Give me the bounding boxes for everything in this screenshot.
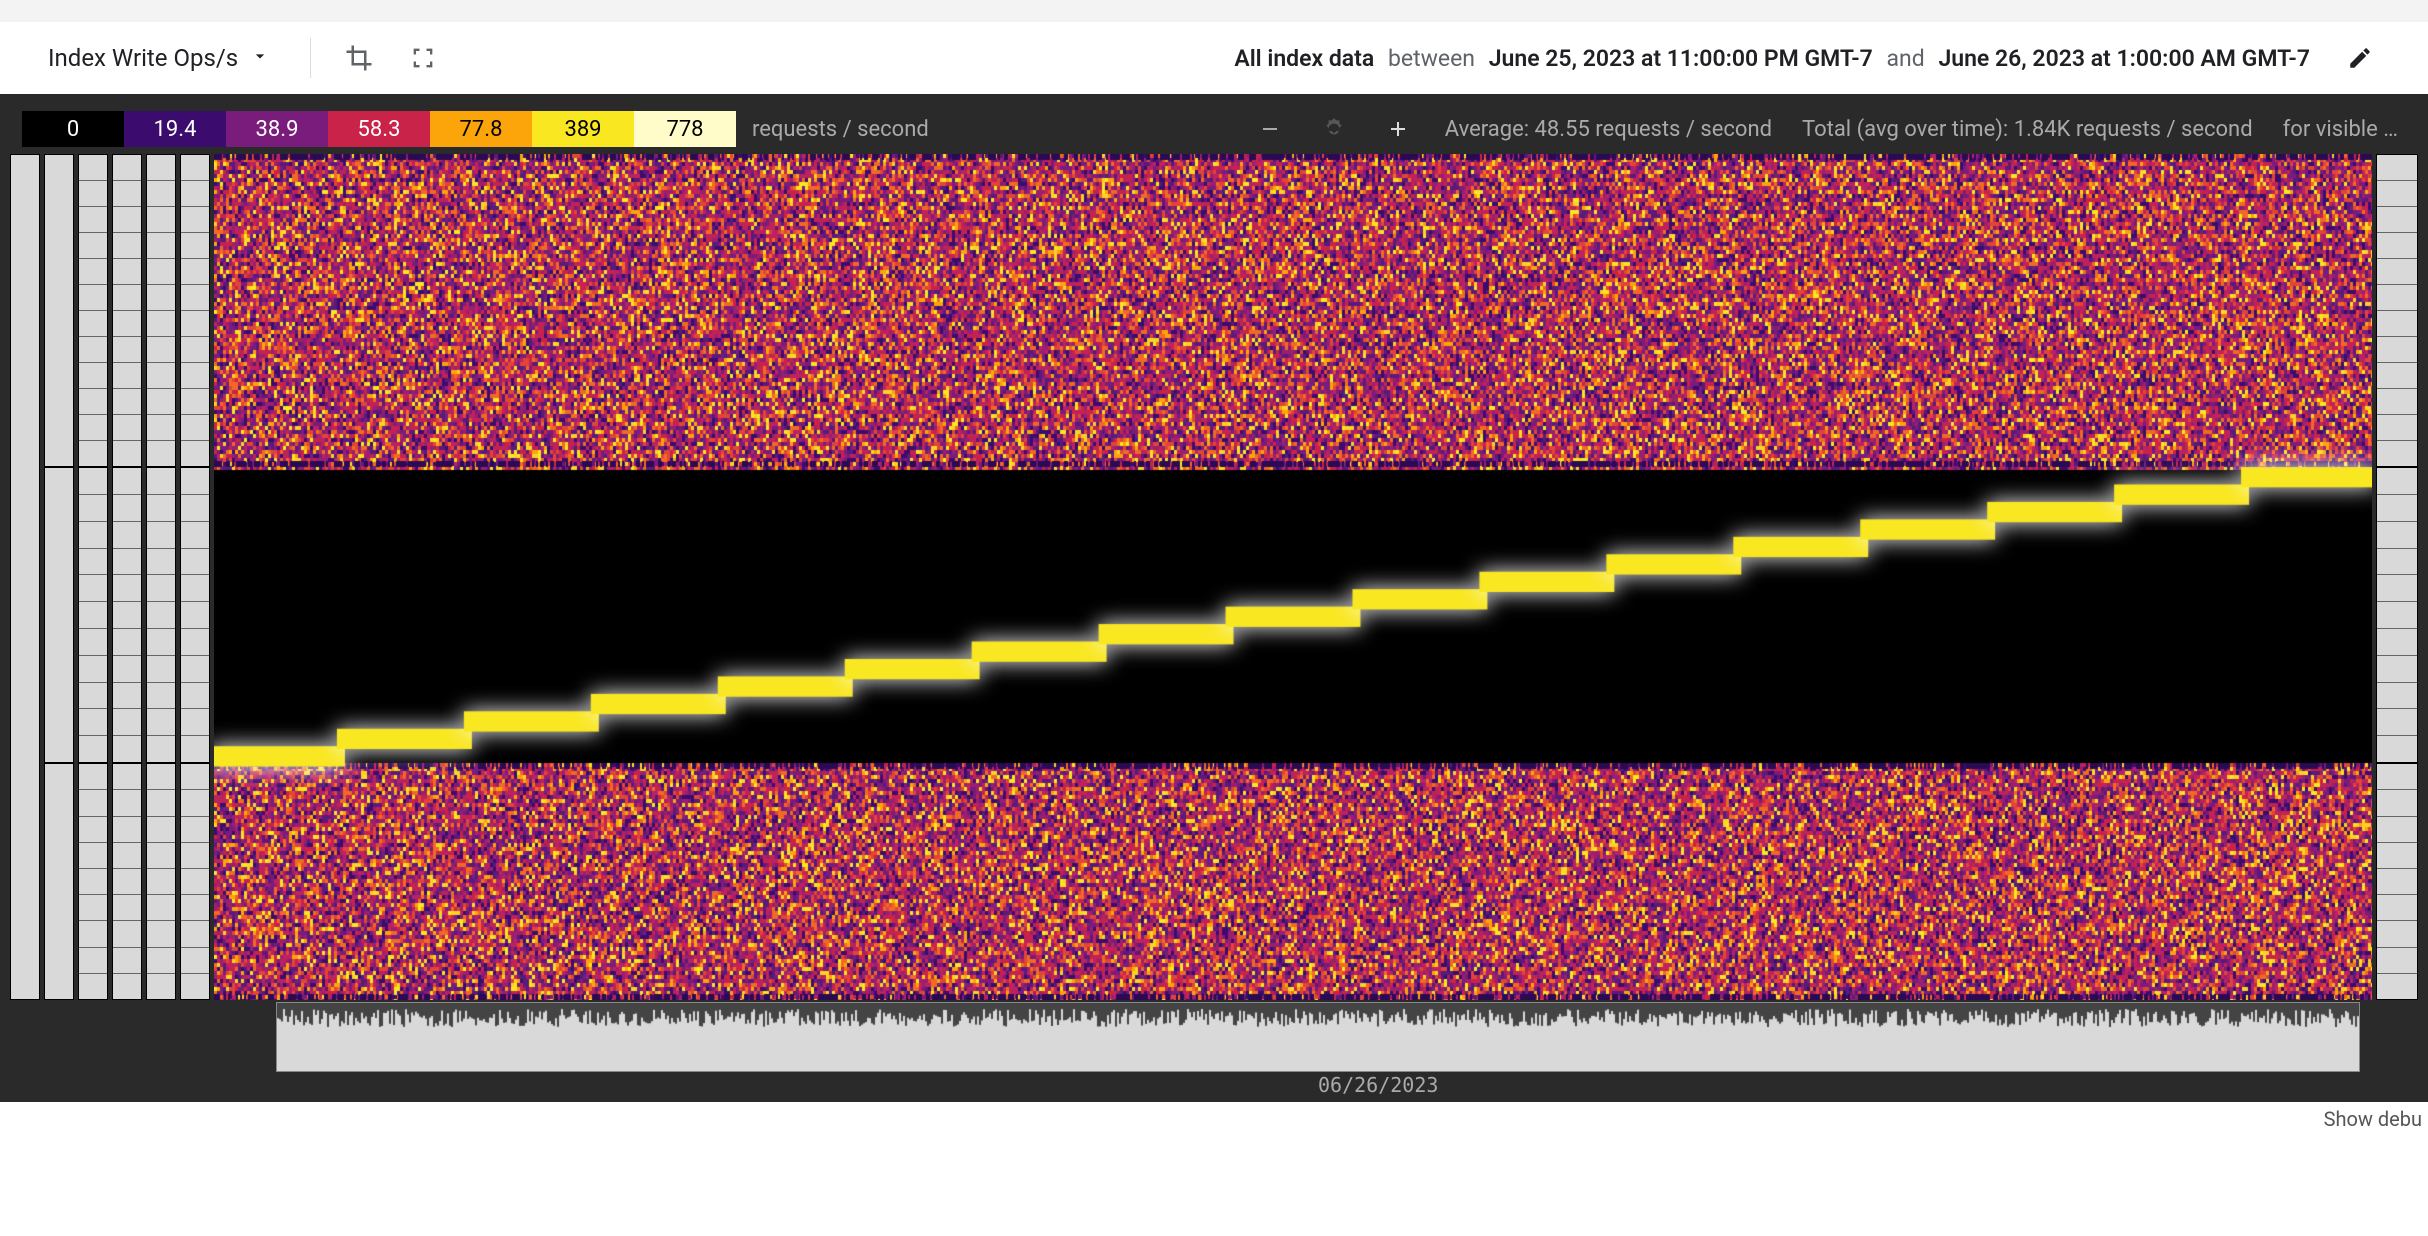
time-brush-track[interactable]: 06/26/2023 — [276, 1002, 2360, 1072]
edit-icon[interactable] — [2340, 38, 2380, 78]
visualization-panel: 0 19.4 38.9 58.3 77.8 389 778 requests /… — [0, 94, 2428, 1102]
zoom-in-icon[interactable] — [1381, 112, 1415, 146]
range-prefix: All index data — [1234, 45, 1374, 72]
legend-bucket-6[interactable]: 778 — [634, 111, 736, 147]
heatmap-canvas — [214, 154, 2372, 1000]
legend-bucket-5[interactable]: 389 — [532, 111, 634, 147]
footer-row: Show debu — [0, 1102, 2428, 1136]
top-grey-bar — [0, 0, 2428, 22]
brightness-icon[interactable] — [1317, 112, 1351, 146]
yaxis-rail-extra3-bot[interactable] — [180, 763, 210, 1000]
yaxis-rail-extra-bot[interactable] — [112, 763, 142, 1000]
zoom-out-icon[interactable] — [1253, 112, 1287, 146]
legend-unit-label: requests / second — [752, 117, 929, 142]
time-range-text: All index data between June 25, 2023 at … — [1234, 45, 2310, 72]
yaxis-rail-extra2-top[interactable] — [146, 154, 176, 467]
chevron-down-icon — [250, 44, 270, 72]
stat-average: Average: 48.55 requests / second — [1445, 117, 1772, 142]
brush-tick-center: 06/26/2023 — [1318, 1073, 1438, 1097]
heatmap[interactable] — [214, 154, 2372, 1000]
metric-selector[interactable]: Index Write Ops/s — [48, 44, 270, 72]
metric-label: Index Write Ops/s — [48, 44, 238, 72]
legend-bucket-3[interactable]: 58.3 — [328, 111, 430, 147]
yaxis-rails-left-extra — [112, 154, 214, 1000]
show-debug-link[interactable]: Show debu — [2324, 1107, 2422, 1131]
header-divider — [310, 38, 311, 78]
yaxis-rail-outer[interactable]: projects/firestore-native-kv-prod/databa… — [10, 154, 40, 1000]
range-end: June 26, 2023 at 1:00:00 AM GMT-7 — [1938, 45, 2310, 72]
yaxis-rails-right — [2372, 154, 2418, 1000]
header-bar: Index Write Ops/s All index data between… — [0, 22, 2428, 94]
brush-waveform — [277, 1003, 2359, 1071]
yaxis-rail-section-0[interactable]: (stringProperty1: ASC, tin — [44, 154, 74, 467]
yaxis-rail-extra3-mid[interactable] — [180, 467, 210, 763]
chart-area: projects/firestore-native-kv-prod/databa… — [10, 154, 2418, 1000]
yaxis-rail-section-1[interactable]: (timestamp: ASC) — [44, 467, 74, 763]
range-between: between — [1388, 45, 1475, 72]
fullscreen-icon[interactable] — [403, 38, 443, 78]
legend-bucket-2[interactable]: 38.9 — [226, 111, 328, 147]
time-brush: 06/26/2023 — [10, 1002, 2418, 1072]
range-and: and — [1887, 45, 1925, 72]
stat-visible: for visible … — [2283, 117, 2398, 142]
legend-bucket-0[interactable]: 0 — [22, 111, 124, 147]
yaxis-rail-right-mid[interactable] — [2376, 467, 2418, 763]
yaxis-rail-section-2[interactable]: (stringProperty1 — [44, 763, 74, 1000]
crop-icon[interactable] — [339, 38, 379, 78]
range-start: June 25, 2023 at 11:00:00 PM GMT-7 — [1489, 45, 1873, 72]
yaxis-rail-extra2-mid[interactable] — [146, 467, 176, 763]
yaxis-rail-extra-mid[interactable] — [112, 467, 142, 763]
yaxis-rail-right-bot[interactable] — [2376, 763, 2418, 1000]
legend-bucket-1[interactable]: 19.4 — [124, 111, 226, 147]
yaxis-rail-right-top[interactable] — [2376, 154, 2418, 467]
legend-bucket-4[interactable]: 77.8 — [430, 111, 532, 147]
stat-total: Total (avg over time): 1.84K requests / … — [1802, 117, 2253, 142]
yaxis-rail-extra-top[interactable] — [112, 154, 142, 467]
legend-row: 0 19.4 38.9 58.3 77.8 389 778 requests /… — [10, 104, 2418, 154]
yaxis-rail-extra3-top[interactable] — [180, 154, 210, 467]
yaxis-rail-extra2-bot[interactable] — [146, 763, 176, 1000]
